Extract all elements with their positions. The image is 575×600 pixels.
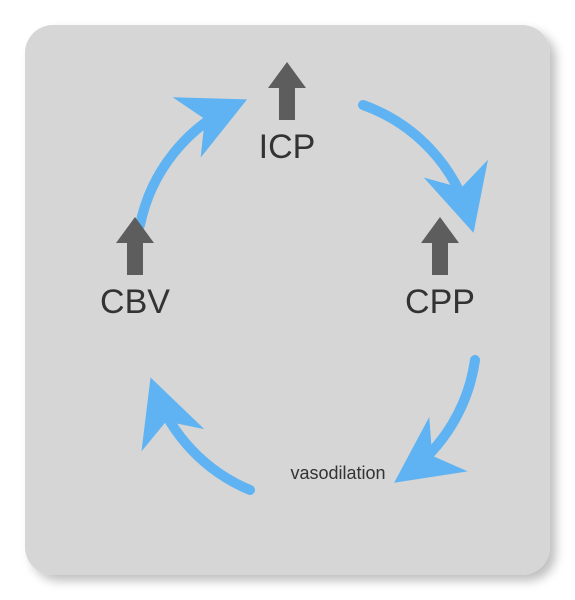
node-cpp: CPP xyxy=(395,215,485,322)
cycle-arrow-vasodilation-cbv xyxy=(155,390,250,490)
node-cbv: CBV xyxy=(90,215,180,322)
up-arrow-icon xyxy=(419,215,461,277)
cycle-arrow-cbv-icp xyxy=(140,105,235,225)
node-label-icp: ICP xyxy=(247,128,327,167)
node-label-cbv: CBV xyxy=(90,283,180,322)
cycle-arrow-cpp-vasodilation xyxy=(405,360,475,475)
node-icp: ICP xyxy=(247,60,327,167)
node-vasodilation: vasodilation xyxy=(263,463,413,484)
node-label-vasodilation: vasodilation xyxy=(263,463,413,484)
node-label-cpp: CPP xyxy=(395,283,485,322)
up-arrow-icon xyxy=(266,60,308,122)
cycle-arrow-icp-cpp xyxy=(363,105,470,220)
diagram-card: ICP CPP vasodilation CBV xyxy=(25,25,550,575)
up-arrow-icon xyxy=(114,215,156,277)
